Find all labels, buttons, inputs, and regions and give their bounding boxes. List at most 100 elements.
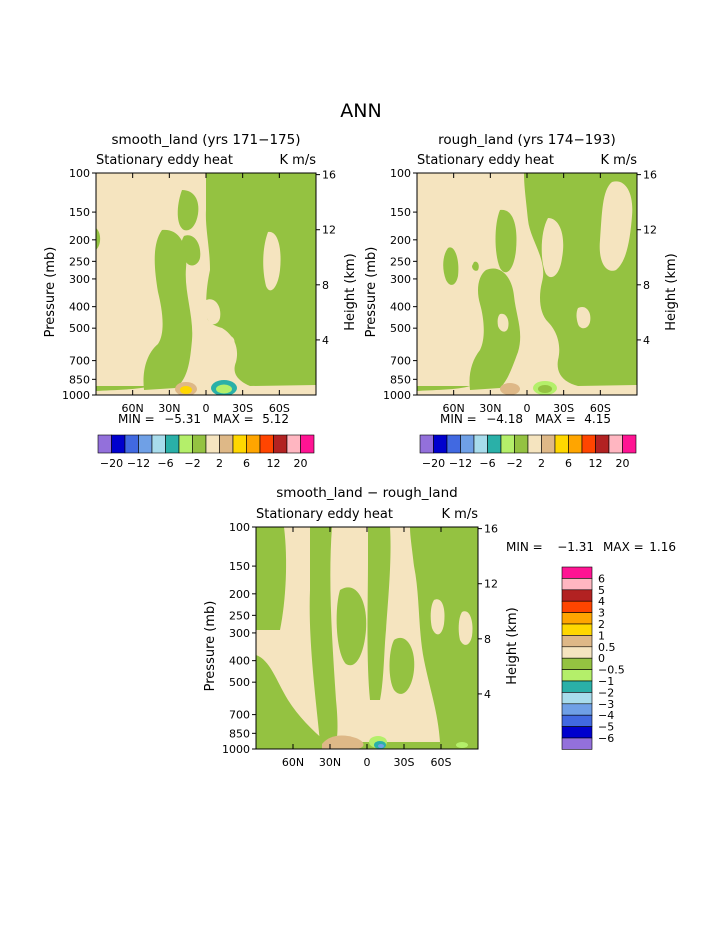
colorbar: −20 −12 −6 −2 2 6 12 20: [419, 434, 637, 470]
colorbar-swatch: [473, 434, 488, 454]
x-tick-label: 0: [203, 402, 210, 415]
min-label: MIN =: [440, 412, 477, 426]
colorbar-label: −12: [127, 457, 150, 470]
contour-region: [456, 742, 468, 748]
contour-region: [410, 527, 478, 742]
x-tick-label: 30S: [553, 402, 574, 415]
y-axis-label: Pressure (mb): [203, 601, 218, 692]
colorbar-label: −2: [506, 457, 522, 470]
contour-region: [223, 335, 235, 347]
contour-field: [96, 173, 316, 395]
colorbar-label: −0.5: [598, 664, 625, 677]
colorbar-swatch: [622, 434, 637, 454]
colorbar-label: 12: [267, 457, 281, 470]
x-tick-label: 0: [364, 756, 371, 769]
y-tick-label: 400: [390, 301, 411, 314]
colorbar-swatch: [561, 646, 593, 659]
colorbar-label: −20: [422, 457, 445, 470]
colorbar-swatch: [561, 692, 593, 705]
y-tick-label: 250: [229, 609, 250, 622]
y-tick-label: 1000: [222, 743, 250, 756]
x-tick-label: 30N: [319, 756, 341, 769]
colorbar-label: 20: [294, 457, 308, 470]
y-right-axis-label: Height (km): [505, 607, 520, 684]
y-tick-label: 850: [229, 727, 250, 740]
y-axis-label: Pressure (mb): [364, 247, 379, 338]
y-tick-label: 300: [69, 273, 90, 286]
contour-region: [497, 313, 509, 332]
contour-region: [367, 527, 391, 700]
min-value: −1.31: [557, 540, 594, 554]
colorbar-label: 2: [216, 457, 223, 470]
y-tick-label: 500: [390, 322, 411, 335]
colorbar-label: −1: [598, 675, 614, 688]
panel-subtitle: Stationary eddy heat: [96, 153, 233, 168]
colorbar-label: −20: [100, 457, 123, 470]
panel-smooth-land: smooth_land (yrs 171−175) Stationary edd…: [43, 132, 358, 470]
contour-region: [256, 655, 326, 742]
min-label: MIN =: [118, 412, 155, 426]
x-tick-label: 60N: [443, 402, 465, 415]
colorbar-label: −3: [598, 698, 614, 711]
colorbar-swatch: [527, 434, 542, 454]
colorbar-swatch: [419, 434, 434, 454]
y-tick-label: 250: [69, 255, 90, 268]
colorbar-label: −2: [598, 686, 614, 699]
colorbar-swatch: [514, 434, 529, 454]
colorbar-label: 2: [538, 457, 545, 470]
colorbar-swatch: [568, 434, 583, 454]
axis-ticks: 100 150 200 250 300 400 500 700 850 1000 16 12 8 4 60N…: [364, 167, 679, 415]
contour-region: [576, 306, 591, 329]
contour-region: [378, 744, 384, 748]
panel-units: K m/s: [601, 153, 638, 168]
contour-region: [538, 385, 552, 393]
colorbar-swatch: [487, 434, 502, 454]
x-tick-label: 30S: [232, 402, 253, 415]
x-tick-label: 30S: [394, 756, 415, 769]
x-tick-label: 60N: [282, 756, 304, 769]
colorbar-swatch: [595, 434, 610, 454]
colorbar-label: 5: [598, 584, 605, 597]
y-tick-label: 1000: [383, 389, 411, 402]
colorbar-label: 1: [598, 629, 605, 642]
colorbar-swatch: [232, 434, 247, 454]
panel-rough-land: rough_land (yrs 174−193) Stationary eddy…: [364, 132, 679, 470]
colorbar-label: 2: [598, 618, 605, 631]
colorbar-label: −12: [449, 457, 472, 470]
panel-subtitle: Stationary eddy heat: [417, 153, 554, 168]
colorbar-label: 4: [598, 595, 605, 608]
contour-region: [599, 181, 633, 271]
contour-field: [256, 527, 478, 749]
colorbar-swatch: [561, 714, 593, 727]
colorbar-swatch: [111, 434, 126, 454]
y-tick-label: 700: [229, 709, 250, 722]
contour-region: [430, 599, 445, 635]
y-right-tick-label: 8: [484, 633, 491, 646]
colorbar-swatch: [554, 434, 569, 454]
contour-region: [263, 231, 281, 291]
contour-region: [469, 268, 521, 390]
y-tick-label: 700: [69, 355, 90, 368]
y-tick-label: 200: [229, 588, 250, 601]
panel-units: K m/s: [442, 507, 479, 522]
colorbar-swatch: [561, 623, 593, 636]
y-tick-label: 700: [390, 355, 411, 368]
contour-region: [216, 384, 232, 394]
colorbar-swatch: [561, 578, 593, 591]
y-right-tick-label: 8: [322, 279, 329, 292]
y-tick-label: 500: [229, 676, 250, 689]
panel-units: K m/s: [280, 153, 317, 168]
colorbar-swatch: [561, 589, 593, 602]
contour-region: [389, 637, 415, 694]
colorbar-swatch: [151, 434, 166, 454]
contour-region: [96, 228, 101, 250]
colorbar-swatch: [219, 434, 234, 454]
y-axis-label: Pressure (mb): [43, 247, 58, 338]
colorbar-swatch: [192, 434, 207, 454]
colorbar-label: 6: [565, 457, 572, 470]
y-right-tick-label: 12: [643, 224, 657, 237]
colorbar-swatch: [561, 737, 593, 750]
colorbar-label: 6: [598, 572, 605, 585]
max-label: MAX =: [213, 412, 254, 426]
